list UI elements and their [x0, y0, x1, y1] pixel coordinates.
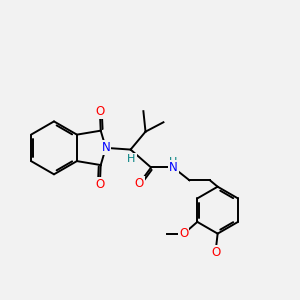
Text: H: H [169, 157, 177, 166]
Text: O: O [134, 177, 144, 190]
Text: N: N [101, 141, 110, 154]
Text: O: O [95, 105, 104, 118]
Text: O: O [179, 227, 188, 240]
Text: H: H [127, 154, 136, 164]
Text: O: O [211, 246, 220, 259]
Text: N: N [169, 161, 178, 174]
Text: O: O [95, 178, 104, 191]
